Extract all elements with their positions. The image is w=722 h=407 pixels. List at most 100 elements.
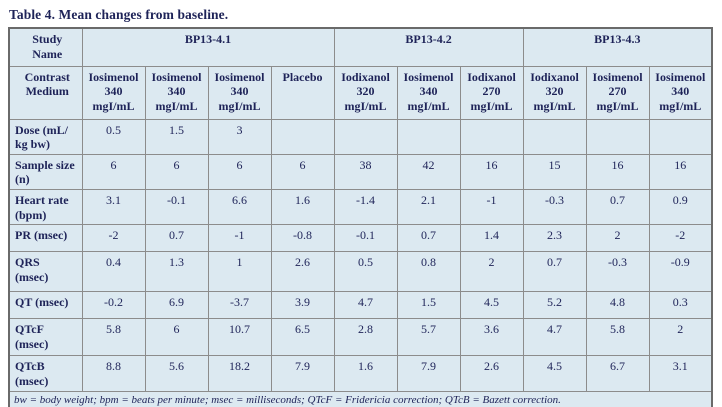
value-cell: -1.4: [333, 188, 398, 226]
study-name-row: Study Name BP13-4.1 BP13-4.2 BP13-4.3: [8, 27, 713, 67]
value-cell: 2.1: [396, 188, 461, 226]
table-row-qtcf: QTcF (msec) 5.8 6 10.7 6.5 2.8 5.7 3.6 4…: [8, 318, 713, 357]
contrast-medium-cell: Iosimenol 340 mgI/mL: [81, 65, 146, 120]
value-cell: 0.9: [648, 188, 713, 226]
value-cell: 6: [81, 153, 146, 191]
value-cell: [648, 118, 713, 155]
value-cell: 16: [585, 153, 650, 191]
value-cell: -0.3: [585, 251, 650, 293]
table-row-qtcb: QTcB (msec) 8.8 5.6 18.2 7.9 1.6 7.9 2.6…: [8, 355, 713, 393]
value-cell: 6: [207, 153, 272, 191]
value-cell: 18.2: [207, 355, 272, 393]
value-cell: 1.6: [333, 355, 398, 393]
value-cell: 4.8: [585, 291, 650, 320]
value-cell: 2: [585, 224, 650, 253]
value-cell: 2.3: [522, 224, 587, 253]
value-cell: 38: [333, 153, 398, 191]
value-cell: 0.8: [396, 251, 461, 293]
value-cell: 0.7: [144, 224, 209, 253]
value-cell: 1.5: [396, 291, 461, 320]
footnote-row: bw = body weight; bpm = beats per minute…: [8, 391, 713, 407]
contrast-medium-cell: Iodixanol 320 mgI/mL: [522, 65, 587, 120]
value-cell: 16: [459, 153, 524, 191]
value-cell: [333, 118, 398, 155]
study-name-header: Study Name: [8, 27, 83, 67]
value-cell: 10.7: [207, 318, 272, 357]
value-cell: -1: [207, 224, 272, 253]
study-group-bp13-4-3: BP13-4.3: [522, 27, 713, 67]
value-cell: 16: [648, 153, 713, 191]
value-cell: 4.7: [333, 291, 398, 320]
value-cell: [522, 118, 587, 155]
value-cell: 4.5: [522, 355, 587, 393]
value-cell: 6.6: [207, 188, 272, 226]
study-group-bp13-4-1: BP13-4.1: [81, 27, 335, 67]
value-cell: 6: [144, 153, 209, 191]
value-cell: 3.1: [648, 355, 713, 393]
value-cell: -2: [648, 224, 713, 253]
contrast-medium-cell: Iosimenol 340 mgI/mL: [648, 65, 713, 120]
value-cell: 2.8: [333, 318, 398, 357]
value-cell: 0.5: [81, 118, 146, 155]
value-cell: [459, 118, 524, 155]
value-cell: -0.3: [522, 188, 587, 226]
value-cell: 7.9: [270, 355, 335, 393]
value-cell: 0.7: [522, 251, 587, 293]
table-title: Table 4. Mean changes from baseline.: [9, 7, 229, 22]
value-cell: 3.9: [270, 291, 335, 320]
value-cell: [396, 118, 461, 155]
value-cell: 2.6: [459, 355, 524, 393]
value-cell: 2: [459, 251, 524, 293]
value-cell: 0.7: [396, 224, 461, 253]
value-cell: 3.1: [81, 188, 146, 226]
value-cell: 2: [648, 318, 713, 357]
mean-changes-table: Study Name BP13-4.1 BP13-4.2 BP13-4.3 Co…: [8, 27, 714, 407]
value-cell: 6.9: [144, 291, 209, 320]
row-label-sample-size: Sample size (n): [8, 153, 83, 191]
value-cell: 1.4: [459, 224, 524, 253]
row-label-qrs: QRS (msec): [8, 251, 83, 293]
contrast-medium-cell: Placebo: [270, 65, 335, 120]
value-cell: -0.9: [648, 251, 713, 293]
value-cell: 1.3: [144, 251, 209, 293]
value-cell: 5.7: [396, 318, 461, 357]
table-row-pr: PR (msec) -2 0.7 -1 -0.8 -0.1 0.7 1.4 2.…: [8, 224, 713, 253]
value-cell: 7.9: [396, 355, 461, 393]
value-cell: 42: [396, 153, 461, 191]
value-cell: -3.7: [207, 291, 272, 320]
value-cell: [270, 118, 335, 155]
contrast-medium-row: Contrast Medium Iosimenol 340 mgI/mL Ios…: [8, 65, 713, 120]
table-footnote: bw = body weight; bpm = beats per minute…: [8, 391, 713, 407]
value-cell: 4.7: [522, 318, 587, 357]
value-cell: 1.5: [144, 118, 209, 155]
value-cell: 1: [207, 251, 272, 293]
value-cell: 1.6: [270, 188, 335, 226]
value-cell: 0.7: [585, 188, 650, 226]
value-cell: 0.5: [333, 251, 398, 293]
value-cell: 0.3: [648, 291, 713, 320]
value-cell: 6.5: [270, 318, 335, 357]
value-cell: -0.1: [144, 188, 209, 226]
value-cell: 5.2: [522, 291, 587, 320]
row-label-qtcf: QTcF (msec): [8, 318, 83, 357]
value-cell: 15: [522, 153, 587, 191]
table-row-heart-rate: Heart rate (bpm) 3.1 -0.1 6.6 1.6 -1.4 2…: [8, 188, 713, 226]
value-cell: 6: [144, 318, 209, 357]
value-cell: 5.8: [585, 318, 650, 357]
row-label-qt: QT (msec): [8, 291, 83, 320]
value-cell: 5.6: [144, 355, 209, 393]
row-label-pr: PR (msec): [8, 224, 83, 253]
table-row-sample-size: Sample size (n) 6 6 6 6 38 42 16 15 16 1…: [8, 153, 713, 191]
contrast-medium-cell: Iodixanol 270 mgI/mL: [459, 65, 524, 120]
value-cell: 6.7: [585, 355, 650, 393]
contrast-medium-cell: Iodixanol 320 mgI/mL: [333, 65, 398, 120]
value-cell: 8.8: [81, 355, 146, 393]
row-label-dose: Dose (mL/ kg bw): [8, 118, 83, 155]
contrast-medium-cell: Iosimenol 340 mgI/mL: [396, 65, 461, 120]
contrast-medium-cell: Iosimenol 270 mgI/mL: [585, 65, 650, 120]
table-row-qrs: QRS (msec) 0.4 1.3 1 2.6 0.5 0.8 2 0.7 -…: [8, 251, 713, 293]
row-label-heart-rate: Heart rate (bpm): [8, 188, 83, 226]
value-cell: 3.6: [459, 318, 524, 357]
value-cell: -2: [81, 224, 146, 253]
